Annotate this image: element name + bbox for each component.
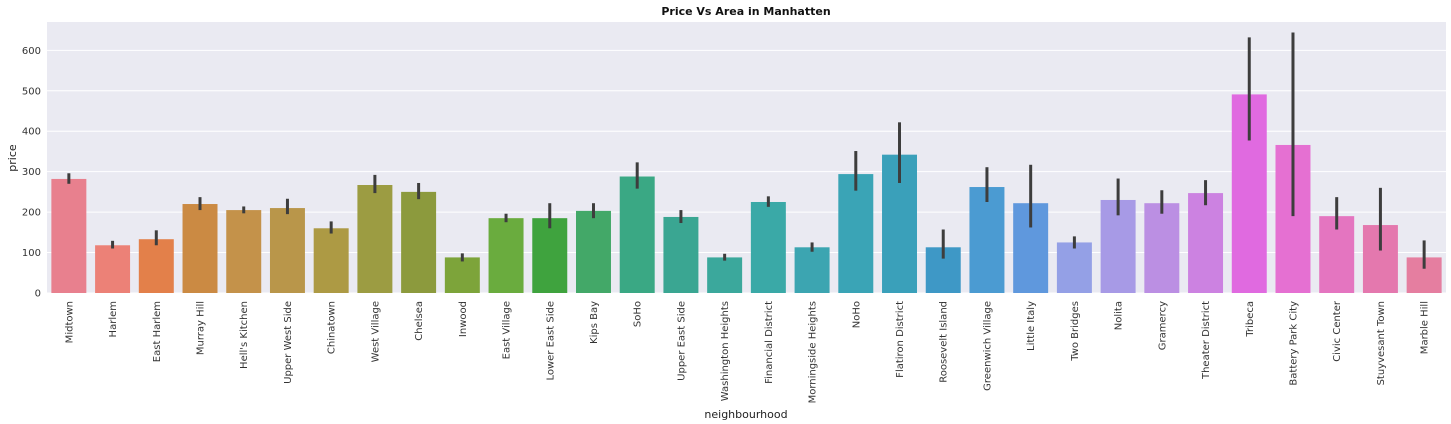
chart-title: Price Vs Area in Manhatten [661, 5, 830, 18]
x-tick-label: Washington Heights [720, 301, 731, 401]
y-tick-label: 0 [35, 289, 41, 300]
x-tick-label: Nolita [1114, 301, 1125, 330]
x-tick-label: Stuyvesant Town [1376, 301, 1387, 385]
x-tick-label: Civic Center [1332, 300, 1343, 362]
y-axis-label: price [6, 144, 19, 172]
bar [313, 228, 349, 293]
x-tick-label: Upper West Side [283, 301, 294, 384]
x-tick-label: Inwood [458, 301, 469, 337]
y-tick-label: 400 [22, 127, 41, 138]
x-axis-label: neighbourhood [704, 408, 787, 421]
x-tick-label: Chinatown [327, 301, 338, 354]
bar [51, 178, 87, 293]
x-tick-label: Battery Park City [1288, 301, 1299, 386]
x-tick-label: Tribeca [1245, 301, 1256, 338]
bar [357, 185, 393, 293]
x-tick-label: Financial District [764, 301, 775, 384]
x-tick-label: Morningside Heights [808, 301, 819, 403]
bar [969, 187, 1005, 293]
x-tick-label: Marble Hill [1420, 301, 1431, 354]
bar [444, 257, 480, 293]
bar [1188, 193, 1224, 293]
x-tick-label: Murray Hill [196, 301, 207, 355]
bar [663, 216, 699, 293]
bar [575, 210, 611, 293]
x-tick-label: Roosevelt Island [939, 301, 950, 383]
bar [1100, 199, 1136, 293]
bar [488, 218, 524, 293]
bar [226, 210, 262, 293]
x-tick-label: Chelsea [414, 301, 425, 341]
x-tick-label: SoHo [633, 301, 644, 327]
x-tick-label: Kips Bay [589, 301, 600, 344]
x-tick-label: Greenwich Village [982, 301, 993, 391]
bar [532, 218, 568, 293]
error-bars [67, 32, 1426, 269]
y-tick-label: 100 [22, 248, 41, 259]
bars [51, 94, 1442, 293]
x-tick-label: Midtown [64, 301, 75, 343]
bar [95, 245, 131, 293]
x-tick-label: Hell's Kitchen [239, 301, 250, 369]
bar [269, 208, 305, 293]
bar [182, 204, 218, 293]
x-tick-label: Little Italy [1026, 301, 1037, 351]
bar [1056, 242, 1092, 293]
x-tick-label: NoHo [851, 301, 862, 328]
y-tick-label: 500 [22, 86, 41, 97]
bar [401, 191, 437, 293]
x-tick-label: Theater District [1201, 301, 1212, 380]
y-tick-label: 300 [22, 167, 41, 178]
y-tick-labels: 0 100 200 300 400 500 600 [22, 46, 41, 300]
bar [794, 247, 830, 293]
x-tick-label: Two Bridges [1070, 301, 1081, 362]
x-tick-label: Flatiron District [895, 301, 906, 378]
bar [619, 176, 655, 293]
bar [707, 257, 743, 293]
x-tick-label: Upper East Side [676, 301, 687, 381]
x-tick-label: East Harlem [152, 301, 163, 362]
y-tick-label: 600 [22, 46, 41, 57]
x-tick-label: West Village [370, 301, 381, 362]
x-tick-label: East Village [502, 301, 513, 359]
bar [838, 174, 874, 293]
bar [1144, 203, 1180, 293]
x-tick-label: Harlem [108, 301, 119, 337]
x-tick-label: Lower East Side [545, 301, 556, 381]
bar [138, 239, 174, 293]
x-tick-labels: Midtown Harlem East Harlem Murray Hill Hell'… [64, 300, 1430, 403]
x-tick-label: Gramercy [1157, 301, 1168, 350]
bar [750, 201, 786, 293]
y-tick-label: 200 [22, 208, 41, 219]
